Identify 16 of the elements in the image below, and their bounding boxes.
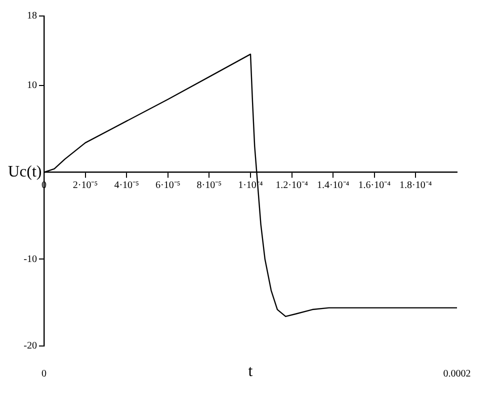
x-tick-label: 6·10⁻⁵ bbox=[155, 180, 180, 191]
x-tick-label: 1.8·10⁻⁴ bbox=[400, 180, 432, 191]
x-tick-label: 1.2·10⁻⁴ bbox=[276, 180, 308, 191]
x-tick-label: 8·10⁻⁵ bbox=[196, 180, 222, 191]
y-tick-label: -20 bbox=[24, 340, 37, 352]
y-tick-label: 18 bbox=[27, 10, 37, 22]
y-tick-label: 10 bbox=[27, 80, 37, 92]
x-tick-label: 4·10⁻⁵ bbox=[114, 180, 140, 191]
x-axis-title: t bbox=[248, 363, 254, 380]
x-tick-label: 1.4·10⁻⁴ bbox=[316, 180, 350, 191]
y-axis-title: Uc(t) bbox=[8, 164, 42, 181]
x2-tick-label: 0.0002 bbox=[443, 368, 471, 380]
x-tick-label: 1.6·10⁻⁴ bbox=[358, 180, 392, 191]
x2-tick-label: 0 bbox=[42, 368, 46, 380]
y-tick-label: -10 bbox=[24, 254, 37, 265]
x-tick-label: 2·10⁻⁵ bbox=[72, 180, 98, 191]
